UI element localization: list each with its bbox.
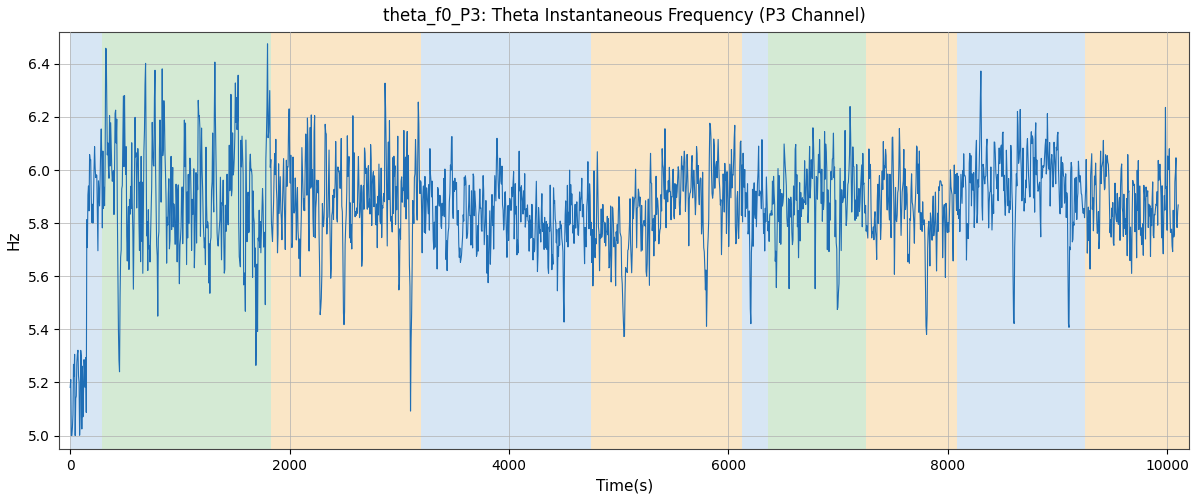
Bar [768, 32, 865, 449]
Bar [865, 32, 956, 449]
Bar [592, 32, 742, 449]
Bar [421, 32, 592, 449]
Y-axis label: Hz: Hz [7, 230, 22, 250]
Bar [271, 32, 421, 449]
Bar [956, 32, 1085, 449]
Bar [102, 32, 271, 449]
Bar [742, 32, 768, 449]
Title: theta_f0_P3: Theta Instantaneous Frequency (P3 Channel): theta_f0_P3: Theta Instantaneous Frequen… [383, 7, 865, 25]
Bar [1085, 32, 1189, 449]
X-axis label: Time(s): Time(s) [595, 478, 653, 493]
Bar [70, 32, 102, 449]
